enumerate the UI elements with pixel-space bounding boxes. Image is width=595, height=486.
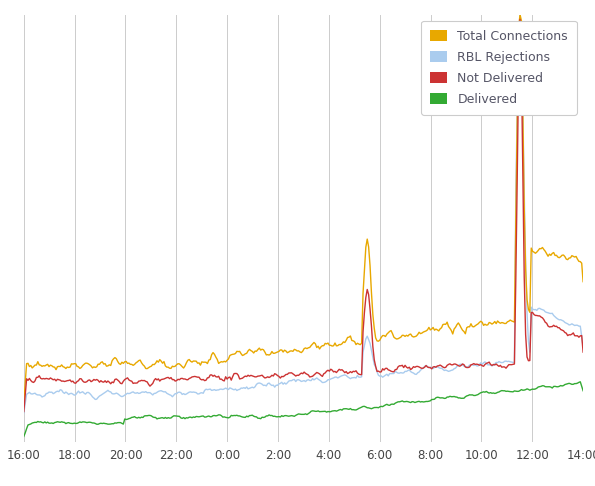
Not Delivered xyxy=(202,377,209,383)
Total Connections xyxy=(20,399,27,405)
Delivered xyxy=(202,414,209,420)
Not Delivered xyxy=(242,373,249,379)
Total Connections xyxy=(202,359,209,365)
RBL Rejections xyxy=(516,12,524,17)
Not Delivered xyxy=(20,409,27,415)
Delivered xyxy=(580,388,587,394)
Total Connections xyxy=(580,279,587,285)
Not Delivered xyxy=(424,364,431,370)
RBL Rejections xyxy=(202,386,209,392)
Total Connections xyxy=(372,335,379,341)
Total Connections xyxy=(424,327,431,333)
Total Connections xyxy=(87,363,95,369)
Not Delivered xyxy=(580,349,587,355)
Delivered xyxy=(372,405,379,411)
RBL Rejections xyxy=(242,385,249,391)
Delivered xyxy=(20,434,27,439)
RBL Rejections xyxy=(580,344,587,350)
Line: Total Connections: Total Connections xyxy=(24,15,583,402)
Delivered xyxy=(87,419,95,425)
Line: Not Delivered: Not Delivered xyxy=(24,19,583,412)
Line: RBL Rejections: RBL Rejections xyxy=(24,15,583,413)
Not Delivered xyxy=(427,364,434,370)
Not Delivered xyxy=(516,17,524,22)
Delivered xyxy=(427,398,434,404)
RBL Rejections xyxy=(427,364,434,370)
RBL Rejections xyxy=(372,364,379,370)
Total Connections xyxy=(427,327,434,333)
RBL Rejections xyxy=(87,392,95,398)
Total Connections xyxy=(242,351,249,357)
Legend: Total Connections, RBL Rejections, Not Delivered, Delivered: Total Connections, RBL Rejections, Not D… xyxy=(421,21,577,115)
Delivered xyxy=(577,379,584,385)
Not Delivered xyxy=(87,379,95,384)
RBL Rejections xyxy=(424,364,431,369)
Not Delivered xyxy=(372,364,379,369)
RBL Rejections xyxy=(20,410,27,416)
Total Connections xyxy=(516,12,524,17)
Delivered xyxy=(424,399,431,404)
Delivered xyxy=(242,415,249,420)
Line: Delivered: Delivered xyxy=(24,382,583,436)
